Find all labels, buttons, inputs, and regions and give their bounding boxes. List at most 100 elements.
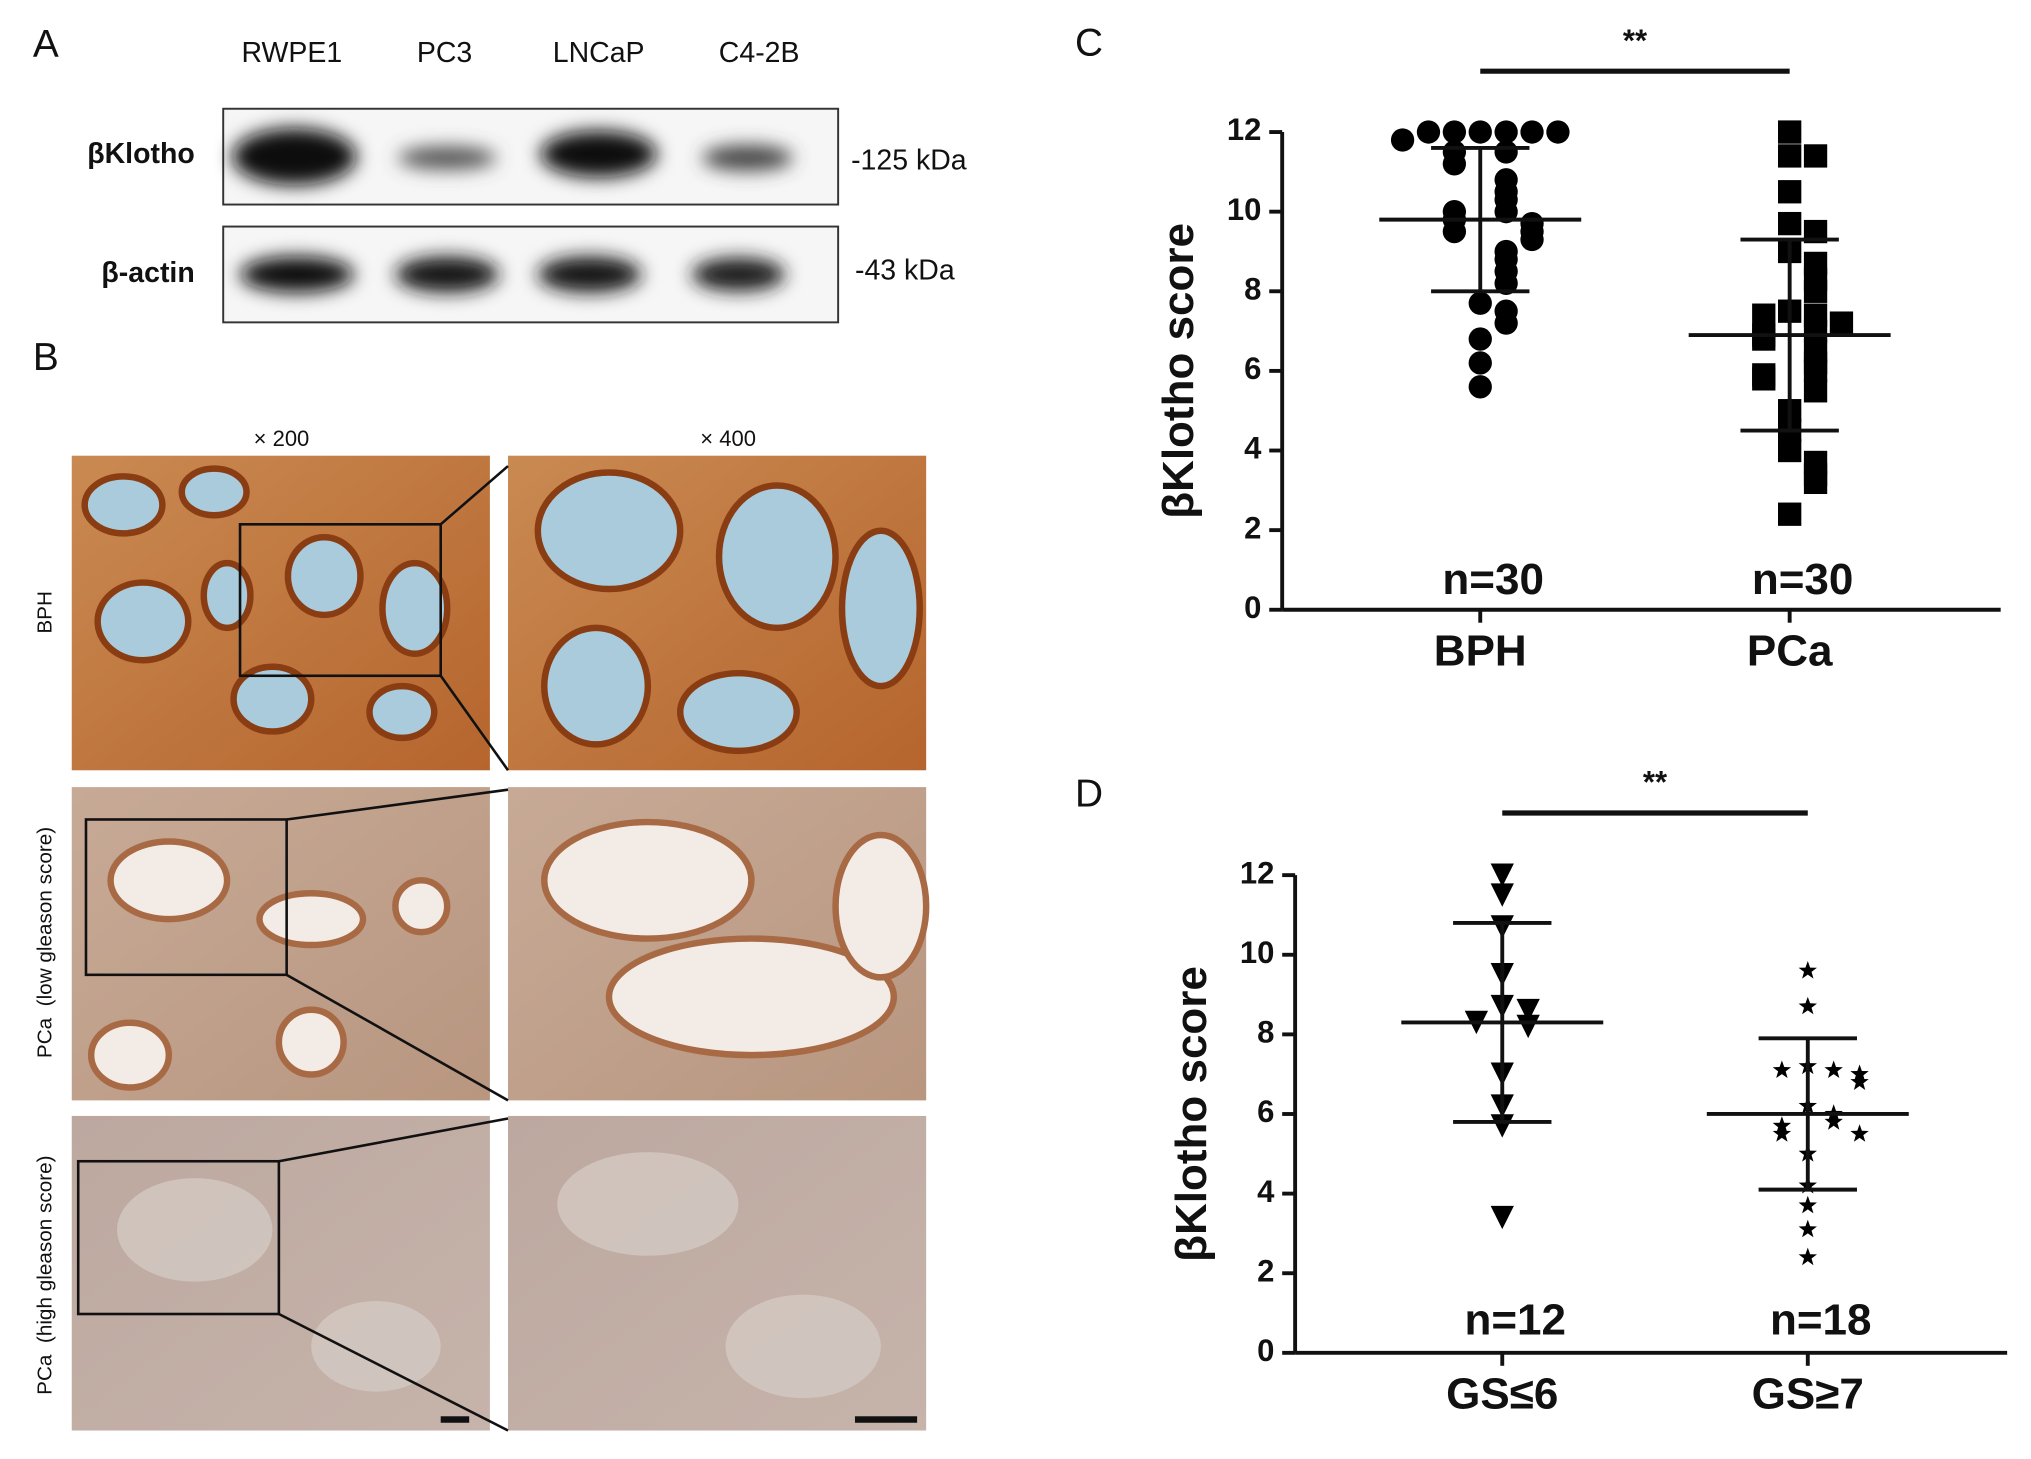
- point: [1803, 279, 1828, 303]
- point: [1468, 291, 1492, 315]
- panel-label: B: [33, 336, 59, 379]
- point: [1490, 1205, 1514, 1230]
- x-tick-label: PCa: [1747, 626, 1833, 675]
- x-tick-label: BPH: [1434, 626, 1527, 675]
- point: [1772, 1124, 1792, 1142]
- point: [1778, 438, 1802, 463]
- point: [1520, 120, 1544, 144]
- point: [1824, 1112, 1843, 1130]
- y-tick-label: 6: [1244, 351, 1261, 386]
- row-label: PCa (high gleason score): [33, 1155, 56, 1394]
- point: [1468, 120, 1492, 144]
- point: [1468, 327, 1492, 351]
- point: [1468, 351, 1492, 375]
- lane-label: C4-2B: [719, 37, 800, 69]
- point: [1803, 319, 1828, 343]
- point: [1803, 379, 1828, 403]
- point: [1468, 375, 1492, 399]
- point: [1798, 996, 1817, 1015]
- point: [1778, 144, 1802, 168]
- panel-a: A RWPE1 PC3 LNCaP C4-2B βKlotho β-actin …: [33, 23, 967, 324]
- point: [1490, 883, 1514, 907]
- y-tick-label: 0: [1244, 590, 1261, 625]
- y-tick-label: 4: [1244, 431, 1262, 466]
- y-tick-label: 2: [1257, 1253, 1274, 1288]
- n-label: n=30: [1442, 555, 1544, 604]
- magnification: × 200: [254, 426, 310, 451]
- lane-label: RWPE1: [241, 37, 342, 69]
- panel-label: A: [33, 23, 59, 66]
- micrographs: [71, 455, 930, 1431]
- point: [1546, 120, 1570, 144]
- panel-label: D: [1075, 772, 1103, 815]
- n-label: n=30: [1752, 555, 1854, 604]
- y-tick-label: 8: [1244, 271, 1261, 306]
- point: [1850, 1124, 1869, 1142]
- y-tick-label: 12: [1227, 112, 1262, 147]
- y-axis-label: βKlotho score: [1154, 223, 1203, 519]
- scale-bar: [440, 1416, 470, 1423]
- point: [1803, 470, 1828, 495]
- y-tick-label: 12: [1240, 855, 1275, 890]
- panel-b: B × 200 × 400 BPH PCa (low gleason score…: [33, 336, 930, 1432]
- point: [1778, 211, 1802, 236]
- significance: **: [1643, 765, 1668, 800]
- point: [1778, 180, 1802, 204]
- point: [1850, 1072, 1869, 1091]
- y-tick-label: 6: [1257, 1094, 1274, 1129]
- bands: [232, 128, 793, 293]
- y-tick-label: 0: [1257, 1333, 1274, 1368]
- x-tick-label: GS≥7: [1752, 1369, 1864, 1418]
- point: [1798, 1219, 1817, 1238]
- y-tick-label: 10: [1240, 935, 1275, 970]
- y-tick-label: 2: [1244, 510, 1261, 545]
- point: [1494, 271, 1518, 295]
- protein-label: β-actin: [101, 257, 194, 289]
- n-label: n=12: [1464, 1296, 1566, 1345]
- point: [1752, 303, 1776, 327]
- size-label: -125 kDa: [851, 144, 967, 176]
- inset-boxes: [76, 465, 510, 1432]
- point: [1494, 200, 1518, 224]
- point: [1803, 359, 1828, 383]
- y-tick-label: 10: [1227, 192, 1262, 227]
- point: [1494, 311, 1518, 335]
- point: [1520, 227, 1544, 252]
- y-tick-label: 8: [1257, 1015, 1274, 1050]
- point: [1442, 219, 1467, 244]
- point: [1772, 1060, 1792, 1079]
- point: [1490, 863, 1514, 887]
- point: [1494, 140, 1518, 164]
- x-tick-label: GS≤6: [1446, 1369, 1558, 1418]
- point: [1778, 120, 1802, 144]
- panel-label: C: [1075, 22, 1103, 65]
- point: [1752, 327, 1776, 351]
- point: [1494, 120, 1518, 144]
- point: [1778, 502, 1802, 526]
- point: [1390, 128, 1415, 152]
- y-tick-label: 4: [1257, 1174, 1275, 1209]
- protein-label: βKlotho: [87, 138, 194, 170]
- point: [1516, 1014, 1540, 1039]
- magnification: × 400: [700, 426, 756, 451]
- scale-bar: [854, 1416, 918, 1423]
- significance: **: [1623, 23, 1648, 58]
- point: [1829, 311, 1854, 335]
- point: [1416, 120, 1441, 144]
- point: [1752, 367, 1776, 391]
- row-label: PCa (low gleason score): [33, 827, 56, 1058]
- point: [1798, 960, 1817, 979]
- row-label: BPH: [33, 591, 56, 634]
- point: [1798, 1195, 1817, 1214]
- point: [1442, 152, 1467, 176]
- point: [1803, 219, 1828, 244]
- point: [1803, 144, 1828, 168]
- n-label: n=18: [1770, 1296, 1872, 1345]
- lane-label: PC3: [417, 37, 472, 69]
- y-axis-label: βKlotho score: [1167, 966, 1216, 1262]
- point: [1824, 1060, 1843, 1079]
- point: [1516, 998, 1540, 1023]
- point: [1442, 120, 1467, 144]
- lane-label: LNCaP: [553, 37, 645, 69]
